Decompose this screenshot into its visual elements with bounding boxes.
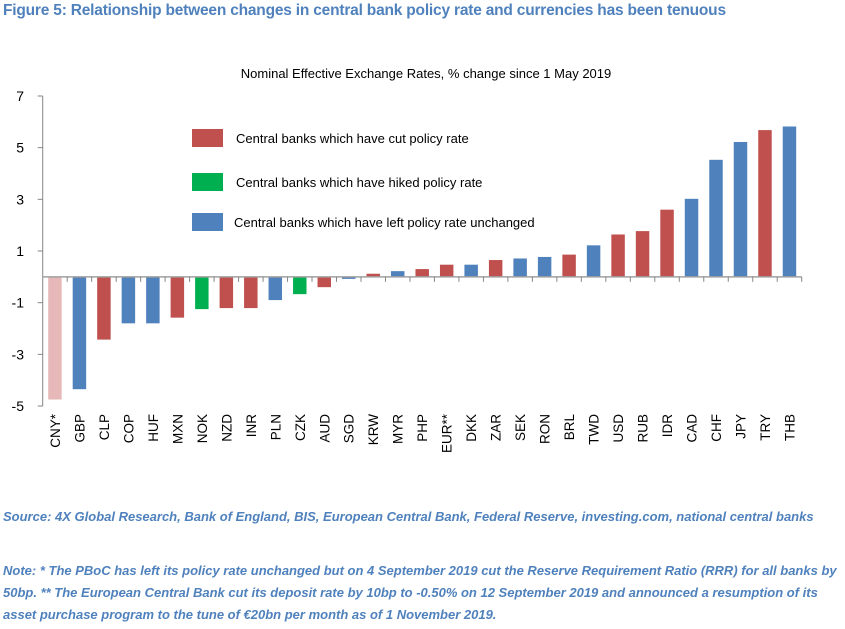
bar-thb (782, 126, 797, 277)
bar-ron (537, 256, 552, 277)
x-tick-label: SGD (342, 414, 357, 444)
x-tick-label: PHP (415, 414, 430, 442)
x-tick-label: JPY (734, 414, 749, 439)
y-tick-label: 7 (16, 88, 24, 104)
x-tick-label: NOK (195, 414, 210, 443)
figure-title: Figure 5: Relationship between changes i… (3, 2, 726, 19)
x-tick-label: INR (244, 414, 259, 438)
bar-mxn (170, 276, 185, 318)
x-tick-label: HUF (146, 414, 161, 442)
bar-huf (146, 276, 160, 324)
bar-jpy (733, 141, 748, 277)
bar-twd (586, 245, 601, 277)
legend-swatch-cut (192, 129, 223, 147)
bar-chf (709, 159, 723, 277)
y-tick-label: -1 (12, 295, 25, 311)
bar-eur (439, 264, 454, 277)
bar-try (758, 130, 772, 277)
bar-dkk (464, 264, 478, 277)
bars-group (48, 126, 797, 400)
bar-sgd (342, 276, 356, 279)
x-tick-label: COP (121, 414, 136, 443)
bar-php (415, 269, 429, 277)
x-tick-label: DKK (464, 414, 479, 442)
legend-swatch-hiked (192, 173, 223, 191)
bar-brl (562, 254, 576, 277)
source-text: Source: 4X Global Research, Bank of Engl… (3, 509, 814, 524)
x-tick-label: MXN (170, 414, 185, 444)
x-tick-label: TWD (587, 414, 602, 445)
x-tick-label: CHF (709, 414, 724, 442)
bar-czk (293, 276, 307, 295)
x-tick-label: IDR (660, 414, 675, 438)
x-tick-label: PLN (268, 414, 283, 440)
legend-label-unchanged: Central banks which have left policy rat… (234, 215, 535, 230)
x-tick-label: RUB (636, 414, 651, 443)
y-tick-label: -5 (12, 398, 25, 414)
bar-zar (488, 260, 503, 277)
x-tick-label: TRY (758, 414, 773, 441)
bar-chart: Nominal Effective Exchange Rates, % chan… (12, 66, 803, 453)
bar-aud (317, 276, 331, 288)
x-tick-label: MYR (391, 414, 406, 444)
x-tick-label: SEK (513, 414, 528, 441)
bar-inr (244, 276, 258, 309)
x-tick-label: CAD (685, 414, 700, 443)
bar-usd (611, 234, 625, 277)
x-tick-label: RON (538, 414, 553, 444)
bar-rub (635, 231, 650, 277)
legend-swatch-unchanged (192, 213, 223, 231)
legend: Central banks which have cut policy rate… (192, 129, 535, 231)
legend-label-hiked: Central banks which have hiked policy ra… (236, 175, 482, 190)
x-tick-label: BRL (562, 414, 577, 441)
x-tick-label: THB (783, 414, 798, 441)
note-text: Note: * The PBoC has left its policy rat… (3, 563, 837, 622)
bar-cop (121, 276, 136, 324)
bar-pln (268, 276, 283, 301)
x-tick-label: AUD (317, 414, 332, 443)
x-tick-label: EUR** (440, 413, 455, 453)
bar-nok (195, 276, 209, 310)
bar-cad (684, 198, 699, 277)
bar-gbp (72, 276, 87, 390)
x-tick-label: KRW (366, 414, 381, 446)
x-tick-label: USD (611, 414, 626, 443)
x-tick-label: CNY* (48, 413, 63, 448)
y-tick-label: 5 (16, 140, 24, 156)
bar-idr (660, 209, 674, 277)
bar-clp (97, 276, 111, 340)
y-axis-ticks: -5 -3 -1 1 3 5 7 (12, 88, 43, 414)
y-tick-label: 3 (16, 191, 24, 207)
legend-label-cut: Central banks which have cut policy rate (236, 131, 469, 146)
bar-krw (366, 273, 380, 277)
bar-sek (513, 258, 527, 277)
bar-cny (48, 276, 62, 400)
x-tick-label: CZK (293, 414, 308, 441)
bar-nzd (219, 276, 234, 309)
x-axis-ticks: CNY* GBP CLP COP HUF MXN NOK NZD INR PLN CZK AUD SGD… (48, 413, 798, 453)
chart-title: Nominal Effective Exchange Rates, % chan… (241, 66, 611, 81)
y-tick-label: -3 (12, 346, 25, 362)
x-tick-label: GBP (72, 414, 87, 443)
x-tick-label: NZD (219, 414, 234, 442)
y-tick-label: 1 (16, 243, 24, 259)
bar-myr (390, 271, 405, 277)
x-tick-label: CLP (97, 414, 112, 440)
x-tick-label: ZAR (489, 414, 504, 441)
